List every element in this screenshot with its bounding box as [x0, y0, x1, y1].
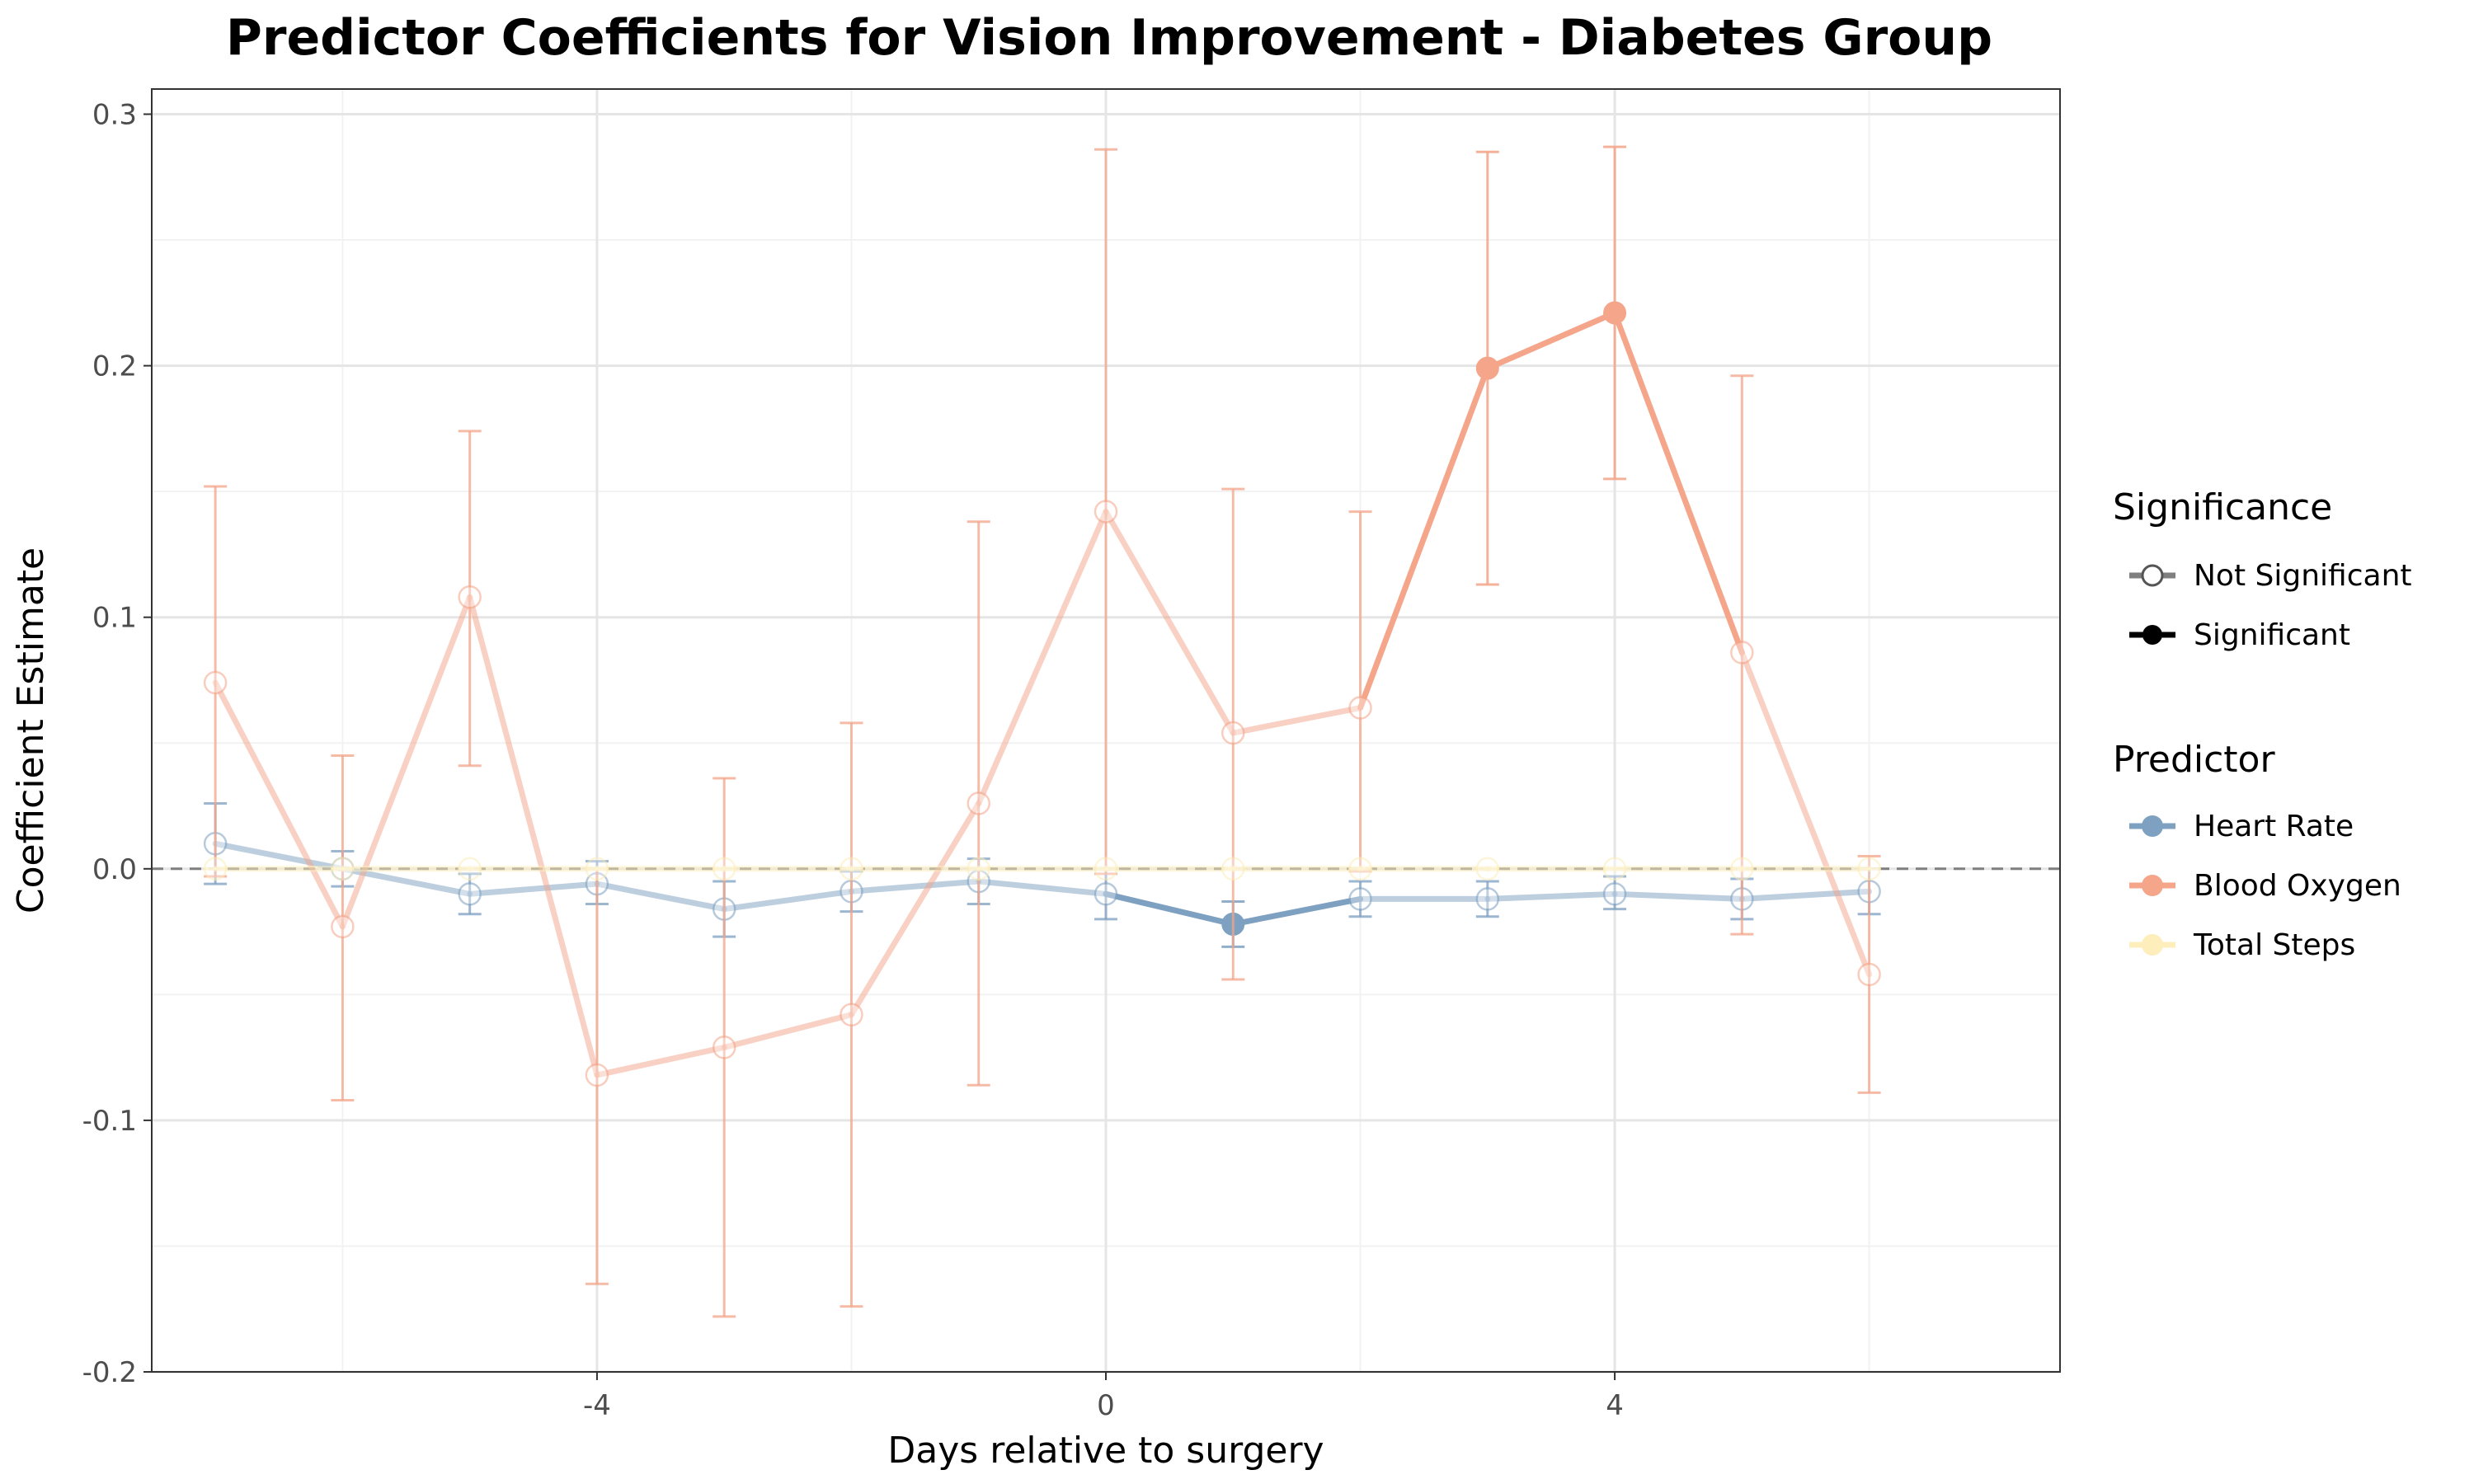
- legend-key-marker-total-steps: [2142, 934, 2163, 956]
- line-segment: [1484, 890, 1618, 902]
- line-segment: [1103, 509, 1236, 736]
- data-point-significant: [1603, 301, 1627, 325]
- y-tick-label: 0.1: [92, 602, 137, 635]
- y-tick-label: 0.0: [92, 853, 137, 886]
- data-point: [458, 882, 482, 906]
- data-point: [331, 914, 355, 939]
- line-segment: [1484, 310, 1618, 372]
- legend: Significance Not Significant Significant…: [2113, 486, 2412, 962]
- data-point: [1602, 857, 1627, 881]
- data-point: [1475, 887, 1500, 911]
- legend-key-marker-not-significant: [2141, 564, 2164, 587]
- legend-key-marker-blood-oxygen: [2142, 875, 2163, 896]
- data-point: [712, 1036, 736, 1059]
- line-segment: [594, 881, 727, 913]
- y-tick-label: -0.1: [82, 1105, 137, 1138]
- axes: -0.2 -0.1 0.0 0.1 0.2 0.3 -4 0 4: [82, 99, 1624, 1422]
- line-segment: [1103, 890, 1236, 928]
- y-tick-label: 0.2: [92, 350, 137, 383]
- line-segment: [467, 881, 600, 897]
- data-point: [1094, 882, 1118, 906]
- line-segment: [976, 509, 1109, 806]
- line-segment: [467, 594, 600, 1078]
- y-axis-title: Coefficient Estimate: [10, 547, 52, 913]
- x-tick-label: -4: [583, 1389, 611, 1422]
- data-point: [1348, 696, 1372, 720]
- chart-title: Predictor Coefficients for Vision Improv…: [226, 9, 1992, 67]
- legend-item-not-significant: Not Significant: [2194, 559, 2412, 593]
- data-point: [1475, 857, 1500, 881]
- line-segment: [1738, 649, 1873, 978]
- data-point: [967, 791, 990, 815]
- series-total-steps: [203, 857, 1881, 881]
- data-point-significant: [1475, 356, 1499, 380]
- y-tick-label: -0.2: [82, 1356, 137, 1389]
- legend-item-total-steps: Total Steps: [2193, 928, 2355, 962]
- x-tick-label: 0: [1097, 1389, 1115, 1422]
- data-point: [840, 857, 863, 881]
- legend-item-blood-oxygen: Blood Oxygen: [2194, 869, 2401, 903]
- line-segment: [848, 800, 982, 1018]
- data-point: [1857, 962, 1881, 987]
- data-point: [967, 857, 990, 881]
- data-point: [458, 585, 482, 609]
- line-segment: [339, 594, 473, 930]
- legend-predictor-title: Predictor: [2113, 739, 2275, 781]
- line-segment: [212, 679, 346, 930]
- line-segment: [1738, 888, 1873, 902]
- data-point: [1221, 721, 1245, 745]
- data-point: [1094, 500, 1118, 524]
- line-segment: [1230, 895, 1364, 928]
- legend-key-marker-significant: [2142, 625, 2162, 645]
- data-point: [840, 1003, 863, 1027]
- legend-key-marker-heart-rate: [2142, 815, 2163, 837]
- line-segment: [594, 1044, 727, 1078]
- line-segment: [1357, 365, 1491, 711]
- data-point: [458, 857, 482, 881]
- legend-significance-title: Significance: [2113, 486, 2332, 528]
- line-segment: [721, 1012, 854, 1050]
- data-point: [1348, 857, 1372, 881]
- data-point: [1348, 887, 1372, 911]
- data-point: [331, 857, 355, 881]
- series-layer: [203, 145, 1881, 1318]
- line-segment: [1611, 890, 1745, 902]
- data-point: [585, 857, 609, 881]
- data-point: [712, 857, 736, 881]
- legend-item-heart-rate: Heart Rate: [2194, 810, 2354, 843]
- data-point: [203, 670, 228, 695]
- data-point: [1602, 882, 1627, 906]
- x-tick-label: 4: [1606, 1389, 1624, 1422]
- data-point: [585, 1063, 609, 1087]
- line-segment: [212, 840, 346, 872]
- line-segment: [1230, 705, 1364, 736]
- data-point: [1221, 857, 1245, 881]
- data-point: [1094, 857, 1118, 881]
- series-blood-oxygen: [203, 145, 1881, 1318]
- line-segment: [848, 878, 982, 895]
- data-point: [203, 857, 228, 881]
- y-tick-label: 0.3: [92, 99, 137, 132]
- legend-item-significant: Significant: [2194, 618, 2350, 652]
- line-segment: [976, 878, 1109, 897]
- data-point: [1730, 857, 1754, 881]
- x-axis-title: Days relative to surgery: [887, 1430, 1324, 1472]
- line-segment: [1611, 310, 1745, 655]
- data-point: [1730, 641, 1754, 665]
- data-point: [1857, 857, 1881, 881]
- line-segment: [721, 888, 854, 913]
